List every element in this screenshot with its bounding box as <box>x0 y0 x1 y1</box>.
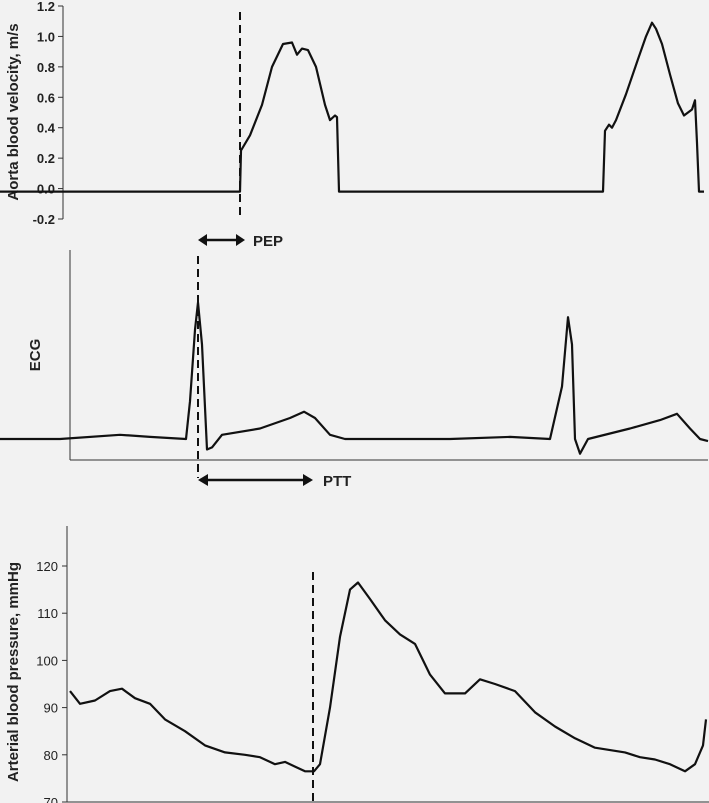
pressure-ylabel: Arterial blood pressure, mmHg <box>5 562 22 782</box>
pressure-ytick-label: 100 <box>36 653 58 668</box>
velocity-ytick-label: 0.8 <box>37 60 55 75</box>
pressure-series-line <box>69 581 708 773</box>
ecg-panel: ECG <box>0 250 709 478</box>
pressure-ytick-label: 80 <box>44 748 58 763</box>
velocity-ytick-label: -0.2 <box>33 212 55 227</box>
pep-arrowhead-left <box>198 234 207 246</box>
pressure-ytick-label: 120 <box>36 559 58 574</box>
velocity-ylabel: Aorta blood velocity, m/s <box>5 23 22 200</box>
pep-annotation: PEP <box>198 233 283 250</box>
ptt-annotation: PTT <box>198 473 351 490</box>
pep-label: PEP <box>253 233 283 250</box>
ptt-arrowhead-left <box>198 474 208 486</box>
velocity-panel: -0.2 0.0 0.2 0.4 0.6 0.8 1.0 1.2 Aorta blood ve… <box>0 0 704 227</box>
velocity-ytick-label: 0.2 <box>37 151 55 166</box>
pressure-ytick-label: 70 <box>44 795 58 803</box>
velocity-ytick-label: 1.2 <box>37 0 55 14</box>
pressure-panel: 70 80 90 100 110 120 Arterial blood pressure,… <box>5 526 709 803</box>
ecg-series-line <box>0 301 709 455</box>
pressure-ytick-label: 90 <box>44 701 58 716</box>
velocity-ytick-label: 1.0 <box>37 29 55 44</box>
pressure-ytick-label: 110 <box>37 606 58 621</box>
ptt-arrowhead-right <box>303 474 313 486</box>
ptt-label: PTT <box>323 473 351 490</box>
velocity-series-line <box>0 21 704 193</box>
ecg-ylabel: ECG <box>27 339 44 372</box>
velocity-ytick-label: 0.0 <box>37 182 55 197</box>
velocity-ytick-label: 0.4 <box>37 121 56 136</box>
pep-arrowhead-right <box>236 234 245 246</box>
velocity-ytick-label: 0.6 <box>37 90 55 105</box>
